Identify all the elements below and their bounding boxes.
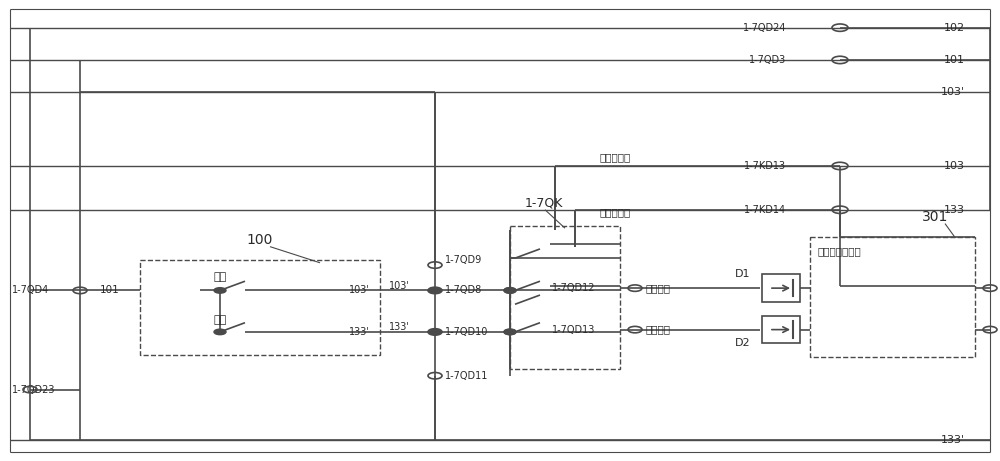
Circle shape bbox=[504, 329, 516, 335]
Text: 133: 133 bbox=[944, 205, 965, 215]
Circle shape bbox=[429, 329, 441, 335]
Text: 301: 301 bbox=[922, 210, 948, 224]
Text: 133': 133' bbox=[349, 327, 370, 337]
Text: 1-7QD13: 1-7QD13 bbox=[552, 325, 595, 335]
Text: 分闸: 分闸 bbox=[213, 315, 227, 325]
Text: D1: D1 bbox=[734, 269, 750, 279]
Circle shape bbox=[504, 329, 516, 335]
Text: 非选相合闸: 非选相合闸 bbox=[600, 152, 631, 162]
Text: 选相分合闸装置: 选相分合闸装置 bbox=[818, 246, 862, 256]
Text: 103: 103 bbox=[944, 161, 965, 171]
Text: 101: 101 bbox=[100, 285, 120, 296]
Text: 133': 133' bbox=[941, 435, 965, 445]
Circle shape bbox=[214, 329, 226, 335]
Circle shape bbox=[429, 288, 441, 293]
Text: 100: 100 bbox=[247, 233, 273, 247]
Text: 选相分闸: 选相分闸 bbox=[645, 325, 670, 335]
Circle shape bbox=[504, 288, 516, 293]
Text: 1-7KD14: 1-7KD14 bbox=[744, 205, 786, 215]
Text: 102: 102 bbox=[944, 23, 965, 33]
Text: 103': 103' bbox=[349, 285, 370, 296]
Text: 103': 103' bbox=[941, 87, 965, 97]
Circle shape bbox=[504, 288, 516, 293]
Text: 非选相分闸: 非选相分闸 bbox=[600, 207, 631, 217]
Text: 1-7QD23: 1-7QD23 bbox=[12, 384, 56, 395]
Text: 1-7QD8: 1-7QD8 bbox=[445, 285, 482, 296]
Text: 1-7QK: 1-7QK bbox=[525, 196, 563, 209]
Text: 1-7QD24: 1-7QD24 bbox=[742, 23, 786, 33]
Text: 103': 103' bbox=[389, 281, 410, 291]
Text: 133': 133' bbox=[389, 322, 410, 332]
Text: D2: D2 bbox=[734, 338, 750, 349]
Text: 1-7QD4: 1-7QD4 bbox=[12, 285, 49, 296]
Text: 1-7QD12: 1-7QD12 bbox=[552, 283, 595, 293]
Circle shape bbox=[214, 288, 226, 293]
Text: 合闸: 合闸 bbox=[213, 272, 227, 282]
Text: 1-7QD3: 1-7QD3 bbox=[749, 55, 786, 65]
Text: 1-7KD13: 1-7KD13 bbox=[744, 161, 786, 171]
Text: 101: 101 bbox=[944, 55, 965, 65]
Text: 选相合闸: 选相合闸 bbox=[645, 283, 670, 293]
Text: 1-7QD11: 1-7QD11 bbox=[445, 371, 488, 381]
Text: 1-7QD10: 1-7QD10 bbox=[445, 327, 488, 337]
Text: 1-7QD9: 1-7QD9 bbox=[445, 255, 482, 266]
